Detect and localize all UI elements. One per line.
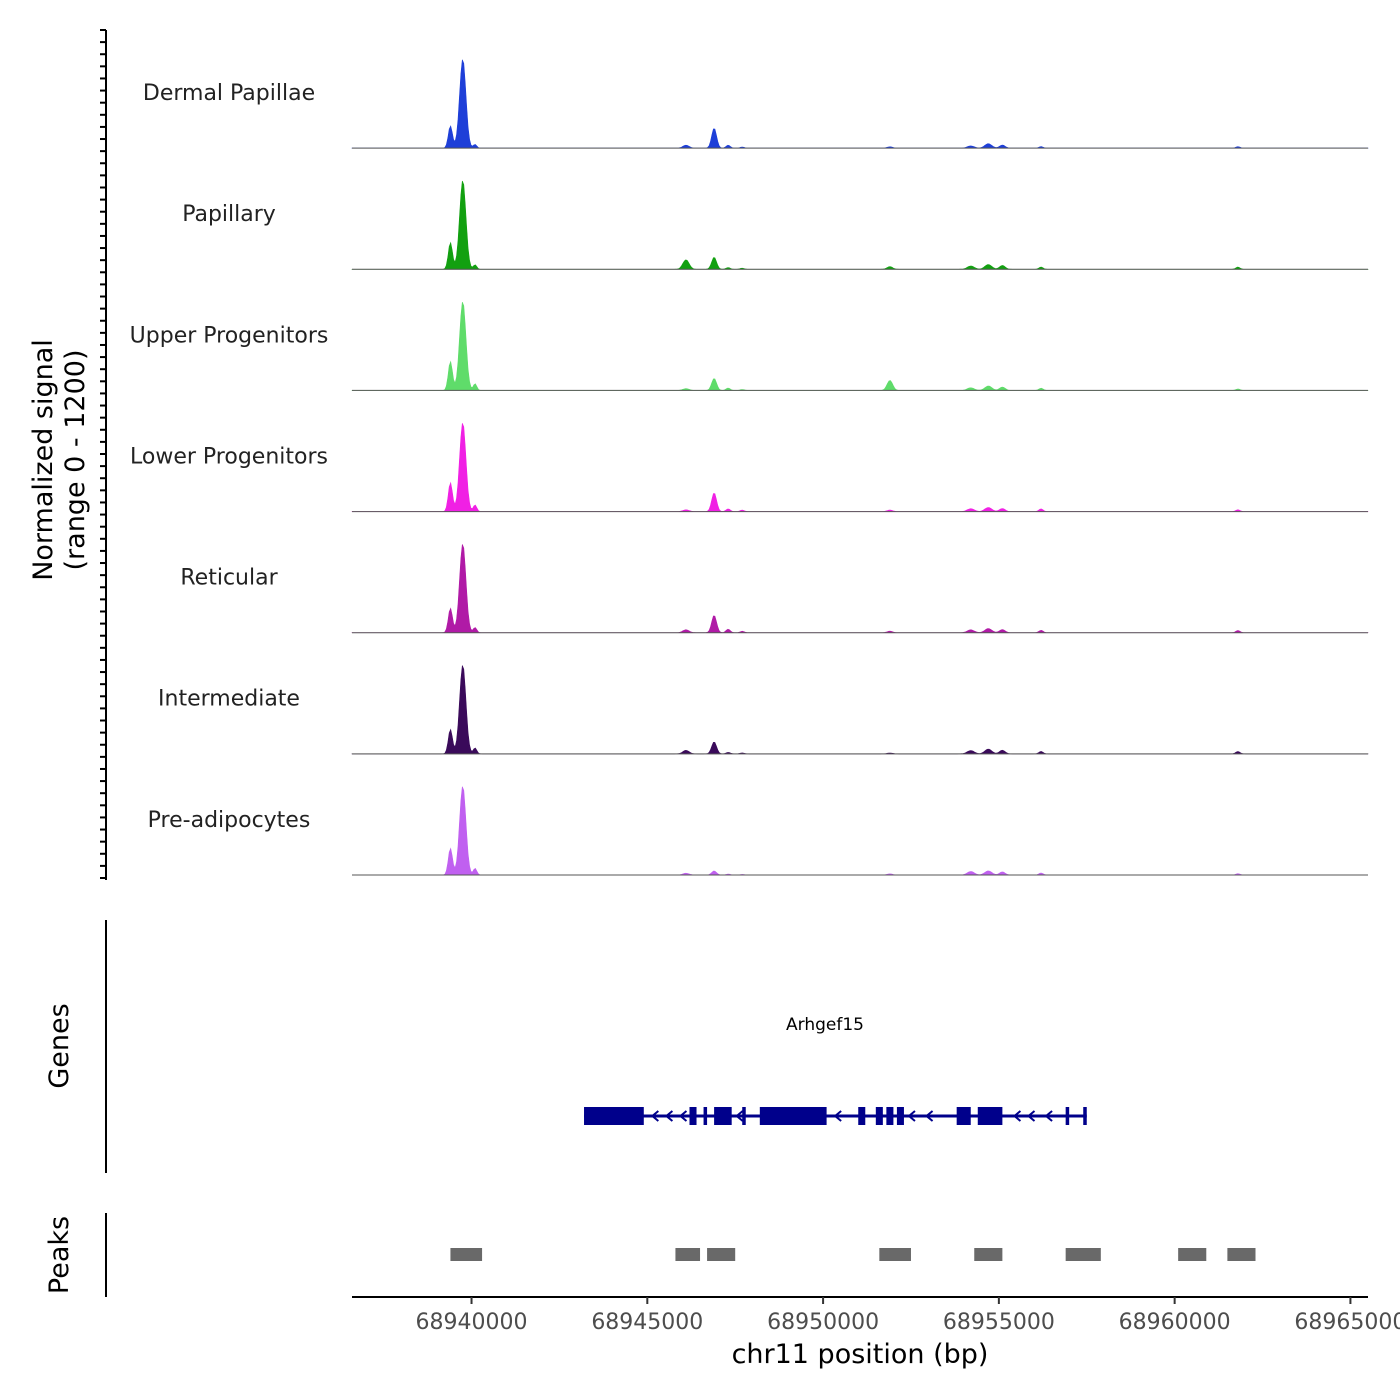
track-label: Upper Progenitors (130, 323, 329, 348)
gene-strand-arrow (678, 1110, 688, 1122)
gene-exon (886, 1107, 894, 1125)
x-tick-label: 68940000 (416, 1310, 528, 1335)
track-label: Dermal Papillae (143, 81, 315, 106)
gene-exon (703, 1107, 708, 1125)
genes-track (584, 1107, 1087, 1125)
x-axis-ticks: 68940000 68945000 68950000 68955000 68960000… (416, 1297, 1400, 1335)
gene-strand-arrow (924, 1110, 934, 1122)
x-tick-label: 68950000 (767, 1310, 879, 1335)
peak-region (1065, 1248, 1101, 1261)
gene-strand-arrow (833, 1110, 842, 1122)
signal-y-ticks (100, 29, 106, 879)
y-axis-title: Normalized signal (28, 339, 59, 581)
peak-region (450, 1248, 483, 1261)
signal-area (351, 423, 1369, 512)
peak-region (707, 1248, 736, 1261)
peaks-track-label: Peaks (44, 1216, 75, 1294)
track-label: Reticular (180, 566, 278, 591)
gene-exon (858, 1107, 866, 1125)
gene-strand-arrow (1012, 1110, 1022, 1122)
signal-area (351, 59, 1369, 149)
gene-strand-arrow (907, 1110, 916, 1122)
peak-region (1227, 1248, 1256, 1261)
x-tick-label: 68960000 (1119, 1310, 1231, 1335)
track-label: Lower Progenitors (130, 444, 328, 469)
peak-region (675, 1248, 701, 1261)
y-axis-subtitle: (range 0 - 1200) (60, 350, 91, 571)
peak-region (1178, 1248, 1207, 1261)
signal-area (351, 665, 1369, 755)
signal-area (351, 301, 1369, 391)
track-lower-progenitors: Lower Progenitors (130, 423, 1369, 513)
x-tick-label: 68965000 (1294, 1310, 1400, 1335)
gene-exon (977, 1107, 1003, 1125)
track-papillary: Papillary (182, 180, 1369, 270)
gene-exon (759, 1107, 827, 1125)
gene-exon (689, 1107, 697, 1125)
gene-exon (1065, 1107, 1070, 1125)
gene-exon (956, 1107, 971, 1125)
track-upper-progenitors: Upper Progenitors (130, 301, 1369, 391)
gene-strand-arrow (664, 1110, 674, 1122)
peak-region (974, 1248, 1003, 1261)
gene-exon (875, 1107, 883, 1125)
x-tick-label: 68955000 (943, 1310, 1055, 1335)
track-reticular: Reticular (180, 544, 1369, 634)
track-label: Pre-adipocytes (148, 808, 311, 833)
track-intermediate: Intermediate (158, 665, 1369, 755)
gene-exon (742, 1107, 746, 1125)
x-tick-label: 68945000 (591, 1310, 703, 1335)
track-dermal-papillae: Dermal Papillae (143, 59, 1369, 149)
peaks-track (450, 1248, 1256, 1261)
signal-tracks: Dermal Papillae Papillary Upper Progenitor… (130, 59, 1369, 876)
gene-exon (584, 1107, 644, 1125)
track-label: Papillary (182, 202, 276, 227)
gene-strand-arrow (735, 1110, 744, 1122)
gene-exon (1083, 1107, 1087, 1125)
gene-strand-arrow (1026, 1110, 1036, 1122)
x-axis-title: chr11 position (bp) (732, 1339, 989, 1370)
peak-region (879, 1248, 911, 1261)
gene-strand-arrow (650, 1110, 659, 1122)
signal-area (351, 544, 1369, 634)
gene-exon (896, 1107, 904, 1125)
genes-track-label: Genes (44, 1003, 75, 1088)
gene-exon (714, 1107, 732, 1125)
gene-name-label: Arhgef15 (786, 1015, 864, 1035)
signal-area (352, 786, 1368, 876)
signal-area (351, 180, 1369, 270)
track-label: Intermediate (158, 687, 300, 712)
track-pre-adipocytes: Pre-adipocytes (148, 786, 1368, 876)
gene-strand-arrow (1044, 1110, 1053, 1122)
